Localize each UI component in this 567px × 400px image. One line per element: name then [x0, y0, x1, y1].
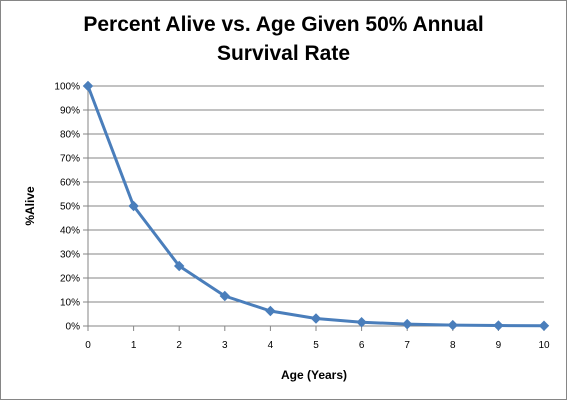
data-point: [219, 290, 231, 302]
chart-title-line-1: Percent Alive vs. Age Given 50% Annual: [83, 13, 484, 36]
y-tick-labels: 0% 10% 20% 30% 40% 50% 60% 70% 80% 90% 100%: [54, 82, 80, 333]
data-point: [265, 305, 276, 317]
x-tick-label: 0: [85, 340, 91, 351]
data-point: [401, 318, 413, 330]
y-tick-label: 0%: [66, 322, 81, 333]
data-point: [173, 260, 185, 272]
data-point: [310, 313, 322, 324]
y-tick-label: 40%: [60, 226, 80, 237]
data-point: [538, 320, 550, 331]
y-axis-title: %Alive: [23, 186, 37, 226]
y-tick-label: 30%: [60, 250, 80, 261]
gridlines: [88, 85, 544, 303]
x-tick-label: 2: [176, 340, 182, 351]
y-tick-label: 60%: [60, 178, 80, 189]
x-axis-title: Age (Years): [281, 368, 347, 382]
data-point: [356, 317, 367, 328]
axes: [83, 85, 545, 331]
x-tick-label: 5: [313, 340, 319, 351]
x-tick-label: 1: [131, 340, 137, 351]
x-tick-label: 7: [404, 340, 410, 351]
y-tick-label: 10%: [60, 298, 80, 309]
y-tick-label: 100%: [54, 82, 80, 93]
data-point: [447, 319, 459, 331]
x-tick-label: 9: [496, 340, 502, 351]
y-tick-label: 20%: [60, 274, 80, 285]
data-point: [128, 200, 139, 212]
y-tick-label: 90%: [60, 106, 80, 117]
y-tick-label: 80%: [60, 130, 80, 141]
x-tick-label: 8: [450, 340, 456, 351]
x-tick-label: 4: [268, 340, 274, 351]
chart-title: Percent Alive vs. Age Given 50% Annual S…: [0, 10, 567, 68]
data-point: [493, 320, 504, 331]
y-tick-label: 50%: [60, 202, 80, 213]
x-tick-label: 6: [359, 340, 365, 351]
x-tick-labels: 0 1 2 3 4 5 6 7 8 9 10: [85, 340, 550, 351]
x-tick-label: 10: [538, 340, 550, 351]
series-group: [82, 80, 550, 331]
chart-title-line-2: Survival Rate: [216, 42, 351, 65]
y-tick-label: 70%: [60, 154, 80, 165]
x-tick-label: 3: [222, 340, 228, 351]
data-point: [82, 80, 94, 92]
